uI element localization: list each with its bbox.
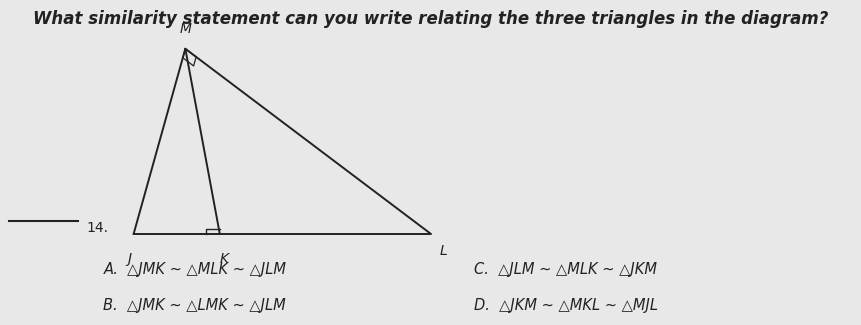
Text: M: M	[179, 22, 191, 36]
Text: C.  △JLM ~ △MLK ~ △JKM: C. △JLM ~ △MLK ~ △JKM	[474, 262, 656, 277]
Text: What similarity statement can you write relating the three triangles in the diag: What similarity statement can you write …	[34, 10, 827, 28]
Text: D.  △JKM ~ △MKL ~ △MJL: D. △JKM ~ △MKL ~ △MJL	[474, 298, 657, 313]
Text: L: L	[439, 244, 447, 258]
Text: 14.: 14.	[86, 220, 108, 235]
Text: K: K	[220, 252, 228, 266]
Text: A.  △JMK ~ △MLK ~ △JLM: A. △JMK ~ △MLK ~ △JLM	[103, 262, 286, 277]
Text: J: J	[127, 252, 131, 266]
Text: B.  △JMK ~ △LMK ~ △JLM: B. △JMK ~ △LMK ~ △JLM	[103, 298, 286, 313]
